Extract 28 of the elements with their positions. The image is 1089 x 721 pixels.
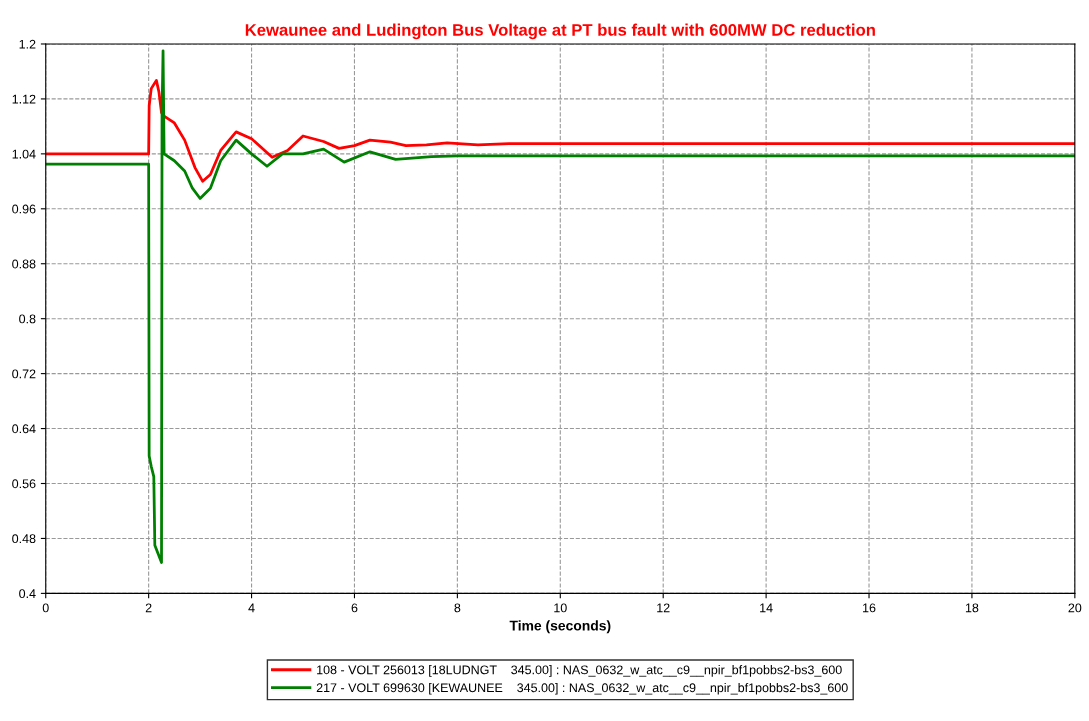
x-tick-label: 20 xyxy=(1068,603,1082,613)
x-tick-label: 16 xyxy=(863,603,876,613)
y-tick-label: 0.64 xyxy=(12,424,36,434)
y-tick-label: 0.88 xyxy=(12,259,36,269)
y-tick-label: 0.8 xyxy=(19,314,36,324)
chart-title: Kewaunee and Ludington Bus Voltage at PT bus fault with 600MW DC reduction xyxy=(245,23,875,40)
y-tick-label: 0.4 xyxy=(19,589,36,599)
x-tick-label: 0 xyxy=(42,603,49,613)
y-tick-label: 1.2 xyxy=(19,39,36,49)
x-tick-label: 8 xyxy=(454,603,461,613)
x-tick-label: 4 xyxy=(248,603,255,613)
x-tick-label: 18 xyxy=(965,603,979,613)
legend-label: 217 - VOLT 699630 [KEWAUNEE 345.00] : NAS_0632_w_atc__c9__npir_bf1pobbs2-bs3_600 xyxy=(316,682,848,695)
y-tick-label: 1.04 xyxy=(12,149,36,159)
x-tick-label: 12 xyxy=(657,603,670,613)
x-tick-label: 2 xyxy=(145,603,152,613)
legend-label: 108 - VOLT 256013 [18LUDNGT 345.00] : NAS_0632_w_atc__c9__npir_bf1pobbs2-bs3_600 xyxy=(317,665,842,677)
x-tick-label: 6 xyxy=(351,603,358,613)
line-series xyxy=(45,49,1075,564)
y-tick-label: 0.96 xyxy=(12,204,36,214)
y-tick-label: 0.56 xyxy=(12,479,36,489)
y-tick-label: 0.72 xyxy=(12,369,36,379)
x-tick-label: 10 xyxy=(554,603,567,613)
x-axis-title: Time (seconds) xyxy=(509,620,611,634)
x-tick-label: 14 xyxy=(760,603,773,613)
line-series xyxy=(45,78,1075,183)
y-tick-label: 1.12 xyxy=(12,94,36,104)
y-tick-label: 0.48 xyxy=(12,534,36,544)
